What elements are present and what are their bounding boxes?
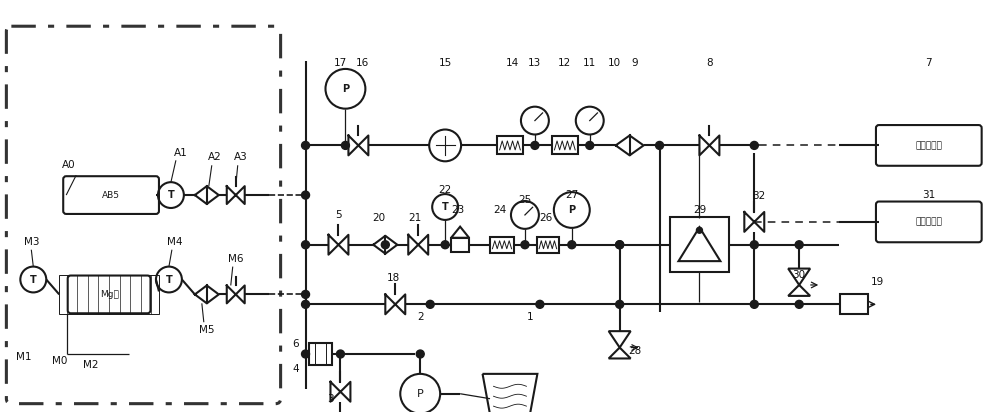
- Text: A2: A2: [208, 152, 222, 162]
- Text: T: T: [168, 190, 174, 200]
- Text: P: P: [568, 205, 575, 215]
- Bar: [670, 217, 729, 272]
- Text: 13: 13: [528, 58, 542, 68]
- Text: M2: M2: [83, 360, 99, 370]
- Text: 高压氢气瓶: 高压氢气瓶: [915, 141, 942, 150]
- Circle shape: [441, 241, 449, 249]
- Text: M5: M5: [199, 325, 215, 335]
- Bar: [490, 237, 514, 253]
- Text: 25: 25: [518, 195, 532, 205]
- Circle shape: [616, 241, 624, 249]
- Text: 18: 18: [387, 273, 400, 282]
- Text: 3: 3: [327, 394, 334, 404]
- Text: 23: 23: [451, 205, 465, 215]
- Text: 16: 16: [356, 58, 369, 68]
- Circle shape: [616, 241, 624, 249]
- Bar: [537, 237, 559, 253]
- Text: 17: 17: [334, 58, 347, 68]
- Text: 5: 5: [335, 210, 342, 220]
- Text: T: T: [30, 275, 37, 285]
- Text: 21: 21: [409, 213, 422, 223]
- Text: A1: A1: [174, 148, 188, 158]
- Text: 19: 19: [870, 278, 884, 287]
- Circle shape: [750, 300, 758, 309]
- Text: A0: A0: [62, 160, 76, 170]
- Circle shape: [568, 241, 576, 249]
- Circle shape: [521, 241, 529, 249]
- Circle shape: [536, 300, 544, 309]
- Text: 29: 29: [693, 205, 706, 215]
- Bar: [59, 275, 159, 314]
- Bar: [552, 136, 578, 154]
- Text: 4: 4: [292, 364, 299, 374]
- Circle shape: [795, 241, 803, 249]
- Text: Mg基: Mg基: [100, 290, 119, 299]
- Text: AB5: AB5: [102, 190, 120, 199]
- Text: 14: 14: [505, 58, 519, 68]
- Text: 30: 30: [793, 270, 806, 280]
- FancyBboxPatch shape: [68, 275, 150, 313]
- Text: 8: 8: [706, 58, 713, 68]
- Circle shape: [531, 141, 539, 150]
- Circle shape: [750, 241, 758, 249]
- Circle shape: [750, 141, 758, 150]
- Bar: [840, 294, 868, 314]
- Text: P: P: [342, 84, 349, 94]
- Circle shape: [302, 141, 310, 150]
- Text: 7: 7: [925, 58, 932, 68]
- Text: M4: M4: [167, 237, 183, 247]
- Text: 15: 15: [439, 58, 452, 68]
- Circle shape: [302, 350, 310, 358]
- Text: T: T: [442, 202, 449, 212]
- Circle shape: [336, 350, 344, 358]
- Circle shape: [795, 300, 803, 309]
- Text: M3: M3: [24, 237, 39, 247]
- Circle shape: [302, 290, 310, 298]
- Text: 2: 2: [417, 312, 424, 322]
- Text: M6: M6: [228, 254, 243, 263]
- Circle shape: [381, 241, 389, 249]
- Circle shape: [302, 241, 310, 249]
- Text: T: T: [166, 275, 172, 285]
- Circle shape: [586, 141, 594, 150]
- Text: 26: 26: [539, 213, 552, 223]
- Circle shape: [341, 141, 349, 150]
- Text: 1: 1: [527, 312, 533, 322]
- Circle shape: [426, 300, 434, 309]
- Text: 27: 27: [565, 190, 578, 200]
- Text: 32: 32: [753, 191, 766, 201]
- Text: 6: 6: [292, 339, 299, 349]
- Text: 12: 12: [558, 58, 571, 68]
- Circle shape: [616, 300, 624, 309]
- Bar: [451, 238, 469, 252]
- Circle shape: [416, 350, 424, 358]
- Text: M0: M0: [52, 356, 67, 366]
- Text: 9: 9: [631, 58, 638, 68]
- Text: 28: 28: [628, 346, 641, 356]
- Text: 11: 11: [583, 58, 596, 68]
- Text: M1: M1: [16, 352, 31, 362]
- Bar: [309, 343, 332, 365]
- Text: P: P: [417, 389, 424, 399]
- Text: 24: 24: [493, 205, 507, 215]
- Circle shape: [302, 191, 310, 199]
- Text: A3: A3: [234, 152, 248, 162]
- Text: 高压氮气瓶: 高压氮气瓶: [915, 217, 942, 226]
- Text: 31: 31: [922, 190, 935, 200]
- Text: 10: 10: [608, 58, 621, 68]
- Text: 20: 20: [372, 213, 385, 223]
- Circle shape: [302, 300, 310, 309]
- Circle shape: [696, 227, 702, 233]
- Text: 22: 22: [439, 185, 452, 195]
- Circle shape: [656, 141, 664, 150]
- Bar: [497, 136, 523, 154]
